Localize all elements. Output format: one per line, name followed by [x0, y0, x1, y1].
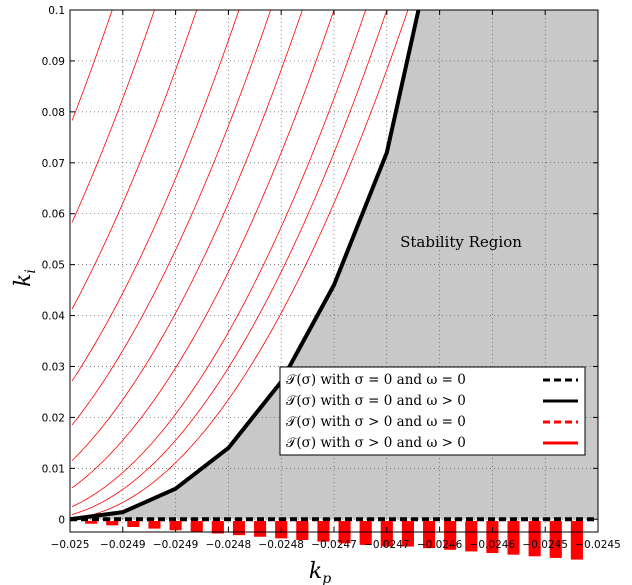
stability-boundary-curve [69, 9, 421, 522]
y-tick-label: 0.01 [42, 463, 65, 475]
y-tick-label: 0.03 [42, 361, 65, 373]
legend: 𝒯(σ) with σ = 0 and ω = 0 𝒯(σ) with σ = … [279, 366, 586, 456]
y-tick-label: 0.09 [42, 56, 65, 68]
y-tick-label: 0.1 [48, 5, 65, 17]
red-solid-curve [71, 9, 240, 382]
x-tick-label: −0.0246 [470, 539, 516, 551]
legend-label-3: 𝒯(σ) with σ > 0 and ω = 0 [286, 414, 466, 430]
red-solid-curve [71, 9, 335, 489]
y-axis-label: ki [11, 269, 39, 287]
legend-label-2: 𝒯(σ) with σ = 0 and ω > 0 [286, 393, 466, 409]
red-solid-curve [72, 9, 409, 519]
x-tick-label: −0.0248 [206, 539, 252, 551]
red-solid-curve [71, 9, 303, 461]
y-tick-label: 0.05 [42, 260, 65, 272]
x-tick-label: −0.0245 [575, 539, 621, 551]
x-tick-label: −0.0249 [153, 539, 199, 551]
legend-label-1: 𝒯(σ) with σ = 0 and ω = 0 [286, 372, 466, 388]
x-tick-label: −0.0247 [364, 539, 410, 551]
y-tick-label: 0.07 [42, 158, 65, 170]
legend-box [279, 366, 586, 456]
y-tick-label: 0.06 [42, 209, 66, 221]
x-tick-label: −0.0246 [417, 539, 463, 551]
x-tick-label: −0.025 [51, 539, 90, 551]
x-tick-label: −0.0247 [311, 539, 357, 551]
x-tick-label: −0.0245 [522, 539, 568, 551]
x-axis-label: kp [309, 559, 331, 585]
x-tick-label: −0.0248 [258, 539, 304, 551]
red-solid-curve [71, 9, 367, 507]
stability-region-label: Stability Region [400, 233, 522, 251]
y-tick-label: 0.02 [42, 412, 65, 424]
legend-label-4: 𝒯(σ) with σ > 0 and ω > 0 [286, 435, 466, 451]
red-solid-curve [71, 9, 155, 223]
red-solid-curve [71, 9, 388, 515]
y-tick-label: 0 [58, 514, 65, 526]
red-solid-curve [71, 9, 272, 426]
y-tick-label: 0.08 [42, 107, 65, 119]
red-solid-curve [71, 9, 198, 310]
red-solid-curve [71, 9, 113, 121]
x-tick-label: −0.0249 [100, 539, 146, 551]
y-tick-label: 0.04 [42, 311, 66, 323]
